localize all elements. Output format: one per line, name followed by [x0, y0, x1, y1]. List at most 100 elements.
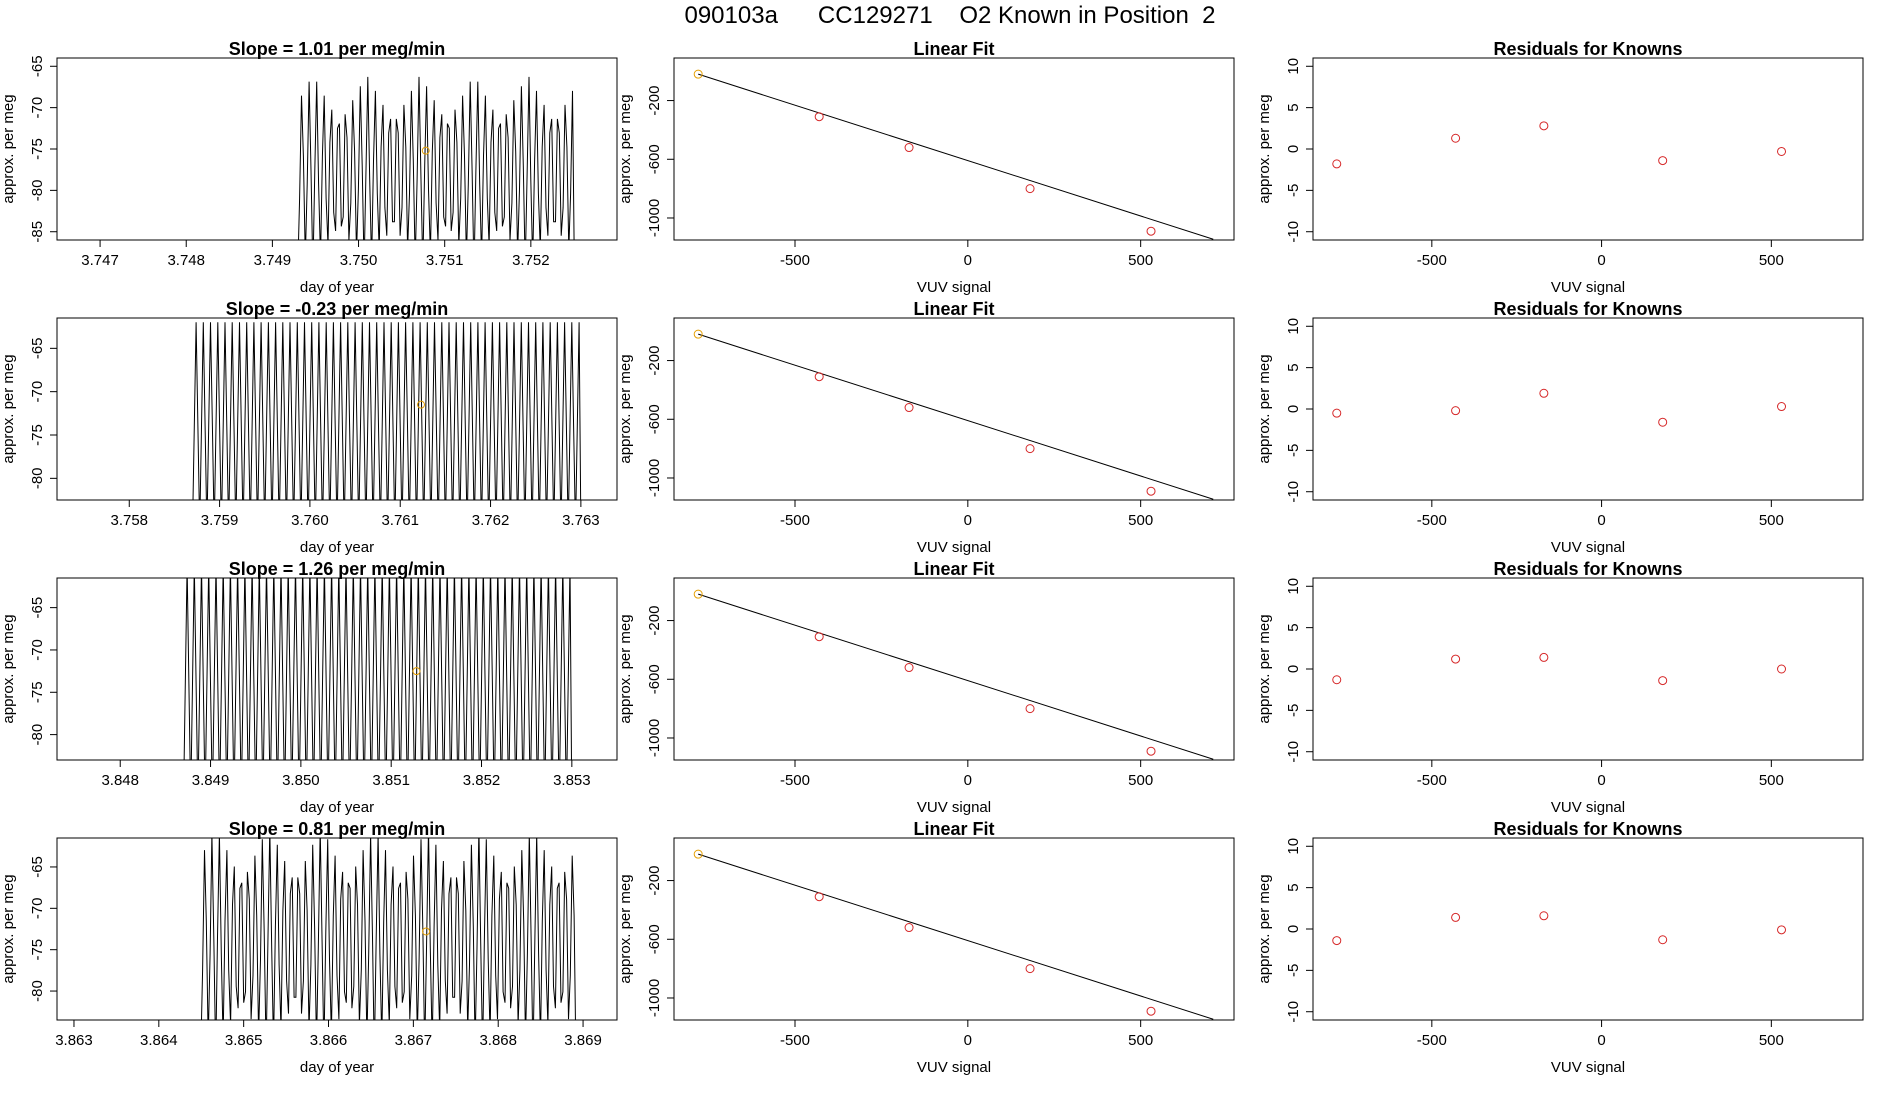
y-tick-label: -1000 — [646, 199, 663, 237]
panel-timeseries: Slope = 1.01 per meg/min day of year appro… — [0, 39, 618, 296]
y-tick-label: -80 — [29, 980, 46, 1002]
y-axis-label: approx. per meg — [617, 94, 634, 203]
data-point — [1777, 146, 1787, 156]
y-tick-label: 10 — [1285, 838, 1302, 855]
x-tick-label: 3.762 — [472, 512, 510, 529]
y-tick-label: -1000 — [646, 979, 663, 1017]
y-tick-label: -600 — [646, 924, 663, 954]
panel-title: Residuals for Knowns — [1493, 559, 1682, 579]
y-tick-label: -10 — [1285, 741, 1302, 763]
data-point — [1146, 226, 1156, 236]
x-tick-label: 3.853 — [553, 772, 591, 789]
data-point — [1539, 911, 1549, 921]
panel-residuals: Residuals for Knowns VUV signal approx. pe… — [1256, 819, 1864, 1076]
data-trace-line — [201, 838, 576, 1020]
x-axis-label: VUV signal — [1551, 279, 1625, 296]
x-tick-label: 3.865 — [225, 1032, 263, 1049]
x-tick-label: 3.761 — [381, 512, 419, 529]
data-point — [1025, 964, 1035, 974]
data-point — [1658, 417, 1668, 427]
y-tick-label: -600 — [646, 664, 663, 694]
y-tick-label: -5 — [1285, 964, 1302, 977]
x-tick-label: 3.748 — [167, 252, 205, 269]
x-tick-label: 3.747 — [81, 252, 119, 269]
y-tick-label: 5 — [1285, 363, 1302, 371]
panel-linear_fit: Linear Fit VUV signal approx. per meg -500 0… — [617, 39, 1235, 296]
x-tick-label: 3.759 — [201, 512, 239, 529]
x-tick-label: 3.867 — [395, 1032, 433, 1049]
panel-linear_fit: Linear Fit VUV signal approx. per meg -500 0… — [617, 819, 1235, 1076]
y-tick-label: -200 — [646, 86, 663, 116]
y-tick-label: -200 — [646, 346, 663, 376]
y-axis-label: approx. per meg — [0, 94, 17, 203]
data-point — [904, 923, 914, 933]
x-tick-label: -500 — [1417, 1032, 1447, 1049]
y-tick-label: -80 — [29, 180, 46, 202]
y-tick-label: 0 — [1285, 405, 1302, 413]
x-tick-label: 500 — [1759, 1032, 1784, 1049]
x-tick-label: 3.749 — [254, 252, 292, 269]
data-point — [1658, 676, 1668, 686]
data-point — [904, 663, 914, 673]
plot-frame — [1312, 57, 1864, 241]
plot-frame — [673, 837, 1235, 1021]
y-axis-label: approx. per meg — [1256, 614, 1273, 723]
x-axis-label: VUV signal — [917, 1059, 991, 1076]
x-tick-label: -500 — [1417, 772, 1447, 789]
panel-title: Slope = 1.26 per meg/min — [229, 559, 446, 579]
y-tick-label: -10 — [1285, 481, 1302, 503]
plot-frame — [56, 317, 618, 501]
panel-linear_fit: Linear Fit VUV signal approx. per meg -500 0… — [617, 299, 1235, 556]
data-point — [1332, 159, 1342, 169]
panel-timeseries: Slope = 1.26 per meg/min day of year appro… — [0, 559, 618, 816]
x-tick-label: 3.758 — [110, 512, 148, 529]
x-tick-label: -500 — [1417, 252, 1447, 269]
plot-frame — [673, 577, 1235, 761]
mean-marker — [417, 400, 425, 409]
data-trace-line — [298, 76, 575, 240]
x-tick-label: 0 — [964, 252, 972, 269]
x-tick-label: -500 — [1417, 512, 1447, 529]
data-trace-line — [192, 322, 582, 500]
panel-residuals: Residuals for Knowns VUV signal approx. pe… — [1256, 299, 1864, 556]
x-axis-label: day of year — [300, 279, 374, 296]
panel-residuals: Residuals for Knowns VUV signal approx. pe… — [1256, 39, 1864, 296]
x-tick-label: 3.866 — [310, 1032, 348, 1049]
panel-title: Linear Fit — [913, 299, 994, 319]
y-tick-label: -75 — [29, 681, 46, 703]
data-point — [1777, 402, 1787, 412]
plot-frame — [673, 317, 1235, 501]
x-tick-label: 0 — [1597, 1032, 1605, 1049]
data-point — [1332, 408, 1342, 418]
x-tick-label: 500 — [1128, 512, 1153, 529]
panel-title: Slope = -0.23 per meg/min — [226, 299, 449, 319]
fit-line — [698, 593, 1214, 760]
x-tick-label: 0 — [1597, 512, 1605, 529]
x-tick-label: 3.850 — [282, 772, 320, 789]
y-tick-label: 0 — [1285, 665, 1302, 673]
panel-title: Linear Fit — [913, 819, 994, 839]
x-tick-label: 500 — [1759, 772, 1784, 789]
x-tick-label: 0 — [964, 512, 972, 529]
data-point — [1539, 652, 1549, 662]
y-tick-label: -70 — [29, 639, 46, 661]
y-axis-label: approx. per meg — [0, 354, 17, 463]
y-tick-label: 5 — [1285, 103, 1302, 111]
data-point — [693, 69, 703, 79]
data-point — [814, 372, 824, 382]
y-tick-label: -1000 — [646, 719, 663, 757]
data-point — [693, 329, 703, 339]
y-tick-label: 0 — [1285, 925, 1302, 933]
y-tick-label: -10 — [1285, 221, 1302, 243]
x-tick-label: 3.851 — [372, 772, 410, 789]
x-axis-label: VUV signal — [1551, 799, 1625, 816]
x-tick-label: -500 — [780, 1032, 810, 1049]
x-tick-label: -500 — [780, 512, 810, 529]
x-axis-label: day of year — [300, 1059, 374, 1076]
panel-title: Linear Fit — [913, 39, 994, 59]
y-tick-label: -65 — [29, 337, 46, 359]
x-tick-label: 0 — [1597, 772, 1605, 789]
x-tick-label: 500 — [1759, 512, 1784, 529]
data-point — [1146, 1006, 1156, 1016]
